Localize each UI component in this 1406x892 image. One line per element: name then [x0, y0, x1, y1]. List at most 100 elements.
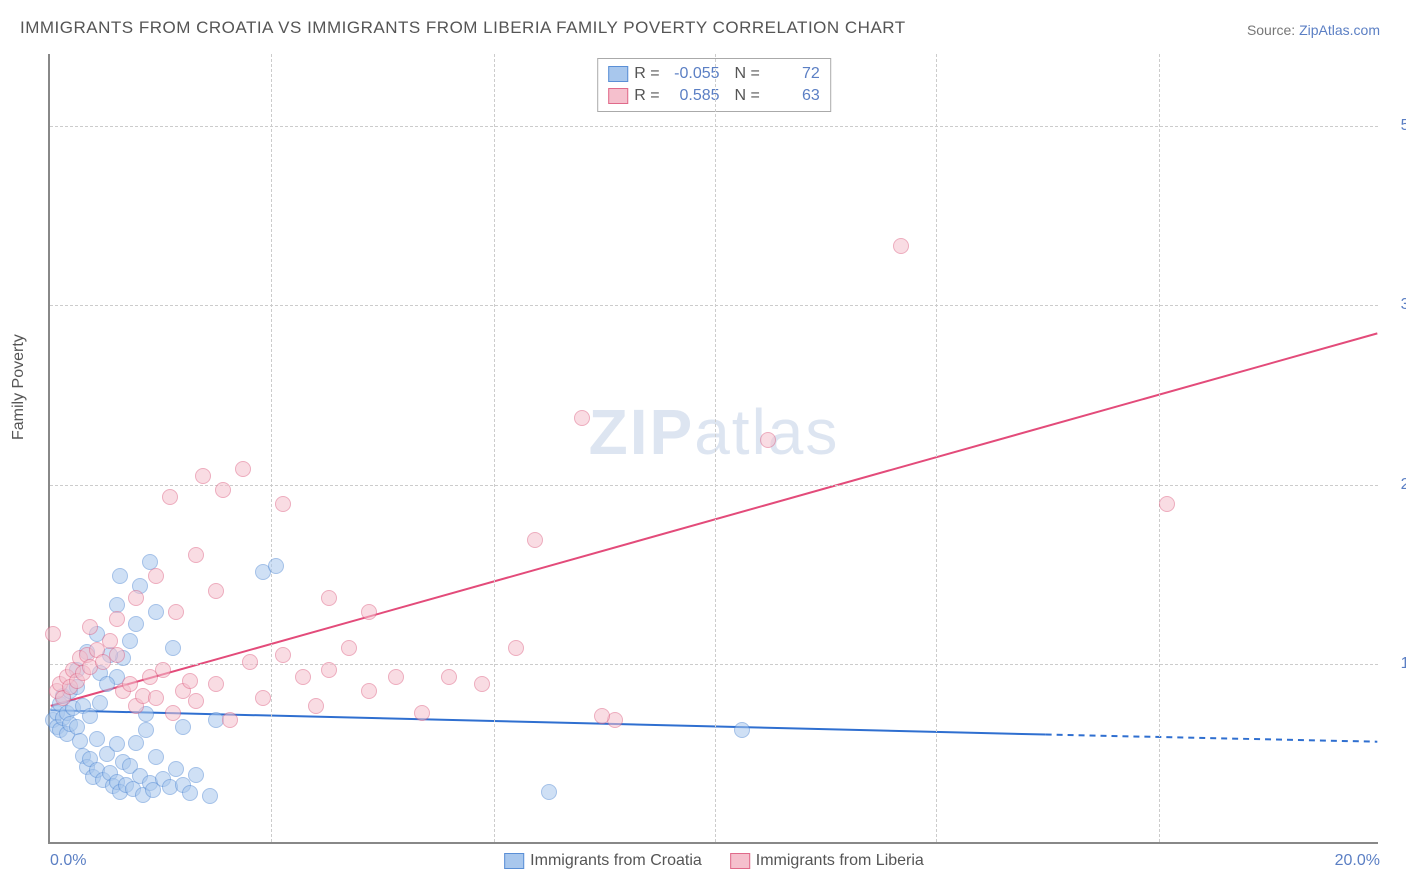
n-value-liberia: 63	[766, 87, 820, 105]
data-point-croatia	[148, 749, 164, 765]
data-point-croatia	[168, 761, 184, 777]
x-tick-label: 20.0%	[1335, 852, 1380, 870]
data-point-croatia	[182, 785, 198, 801]
scatter-plot-area: ZIPatlas R = -0.055 N = 72 R = 0.585 N =…	[48, 54, 1378, 844]
data-point-liberia	[148, 568, 164, 584]
data-point-croatia	[122, 633, 138, 649]
data-point-croatia	[268, 558, 284, 574]
chart-title: IMMIGRANTS FROM CROATIA VS IMMIGRANTS FR…	[20, 18, 906, 38]
n-label: N =	[726, 65, 760, 83]
data-point-liberia	[122, 676, 138, 692]
r-value-liberia: 0.585	[666, 87, 720, 105]
legend-label-liberia: Immigrants from Liberia	[756, 852, 924, 870]
data-point-liberia	[168, 604, 184, 620]
n-label: N =	[726, 87, 760, 105]
data-point-liberia	[321, 590, 337, 606]
data-point-liberia	[275, 647, 291, 663]
legend-item-croatia: Immigrants from Croatia	[504, 852, 702, 870]
data-point-liberia	[188, 693, 204, 709]
r-value-croatia: -0.055	[666, 65, 720, 83]
data-point-croatia	[138, 722, 154, 738]
data-point-croatia	[112, 568, 128, 584]
data-point-croatia	[109, 736, 125, 752]
data-point-croatia	[89, 731, 105, 747]
y-tick-label: 50.0%	[1401, 117, 1406, 135]
correlation-row-liberia: R = 0.585 N = 63	[608, 85, 820, 107]
data-point-liberia	[109, 647, 125, 663]
grid-line-horizontal	[50, 126, 1378, 127]
data-point-liberia	[308, 698, 324, 714]
trend-line-croatia-extrapolated	[1046, 735, 1378, 742]
grid-line-horizontal	[50, 485, 1378, 486]
data-point-liberia	[594, 708, 610, 724]
data-point-liberia	[255, 690, 271, 706]
data-point-croatia	[165, 640, 181, 656]
swatch-liberia	[730, 853, 750, 869]
legend-label-croatia: Immigrants from Croatia	[530, 852, 702, 870]
data-point-liberia	[235, 461, 251, 477]
y-tick-label: 37.5%	[1401, 296, 1406, 314]
data-point-liberia	[361, 683, 377, 699]
data-point-croatia	[92, 695, 108, 711]
grid-line-vertical	[936, 54, 937, 842]
grid-line-vertical	[271, 54, 272, 842]
correlation-row-croatia: R = -0.055 N = 72	[608, 63, 820, 85]
data-point-liberia	[361, 604, 377, 620]
grid-line-vertical	[715, 54, 716, 842]
data-point-liberia	[215, 482, 231, 498]
data-point-liberia	[527, 532, 543, 548]
data-point-liberia	[760, 432, 776, 448]
data-point-croatia	[148, 604, 164, 620]
data-point-liberia	[208, 583, 224, 599]
data-point-liberia	[128, 590, 144, 606]
data-point-liberia	[474, 676, 490, 692]
data-point-croatia	[734, 722, 750, 738]
data-point-liberia	[441, 669, 457, 685]
data-point-liberia	[295, 669, 311, 685]
data-point-croatia	[82, 708, 98, 724]
data-point-croatia	[541, 784, 557, 800]
swatch-liberia	[608, 88, 628, 104]
data-point-liberia	[321, 662, 337, 678]
trend-line-liberia	[51, 333, 1378, 706]
data-point-liberia	[275, 496, 291, 512]
data-point-croatia	[128, 616, 144, 632]
data-point-liberia	[1159, 496, 1175, 512]
data-point-liberia	[388, 669, 404, 685]
swatch-croatia	[504, 853, 524, 869]
data-point-liberia	[162, 489, 178, 505]
data-point-croatia	[202, 788, 218, 804]
data-point-liberia	[208, 676, 224, 692]
data-point-liberia	[195, 468, 211, 484]
data-point-liberia	[45, 626, 61, 642]
source-prefix: Source:	[1247, 22, 1299, 38]
data-point-croatia	[69, 719, 85, 735]
grid-line-vertical	[494, 54, 495, 842]
y-tick-label: 25.0%	[1401, 476, 1406, 494]
r-label: R =	[634, 87, 659, 105]
legend-item-liberia: Immigrants from Liberia	[730, 852, 924, 870]
data-point-liberia	[165, 705, 181, 721]
n-value-croatia: 72	[766, 65, 820, 83]
data-point-croatia	[72, 733, 88, 749]
trend-line-croatia	[51, 710, 1046, 734]
data-point-liberia	[148, 690, 164, 706]
y-axis-label: Family Poverty	[10, 334, 28, 440]
source-attribution: Source: ZipAtlas.com	[1247, 22, 1380, 38]
correlation-legend: R = -0.055 N = 72 R = 0.585 N = 63	[597, 58, 831, 112]
trend-lines-svg	[50, 54, 1378, 842]
data-point-liberia	[155, 662, 171, 678]
grid-line-horizontal	[50, 305, 1378, 306]
data-point-croatia	[188, 767, 204, 783]
data-point-liberia	[109, 611, 125, 627]
data-point-croatia	[128, 735, 144, 751]
source-link[interactable]: ZipAtlas.com	[1299, 22, 1380, 38]
data-point-liberia	[414, 705, 430, 721]
data-point-liberia	[893, 238, 909, 254]
data-point-liberia	[222, 712, 238, 728]
r-label: R =	[634, 65, 659, 83]
data-point-liberia	[182, 673, 198, 689]
y-tick-label: 12.5%	[1401, 655, 1406, 673]
data-point-liberia	[188, 547, 204, 563]
series-legend: Immigrants from Croatia Immigrants from …	[504, 852, 924, 870]
